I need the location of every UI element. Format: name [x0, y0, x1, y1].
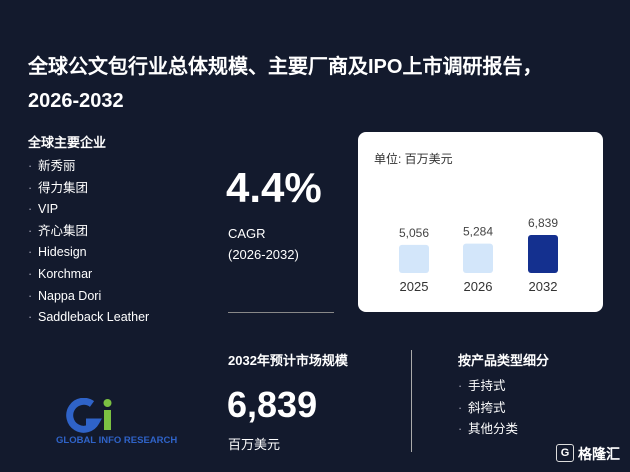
category-label: 2025: [400, 279, 429, 294]
separator: [228, 312, 334, 313]
logo-text: GLOBAL INFO RESEARCH: [56, 435, 178, 446]
list-item: Korchmar: [28, 264, 149, 286]
category-label: 2026: [464, 279, 493, 294]
watermark-text: 格隆汇: [578, 446, 620, 462]
list-item: 斜挎式: [458, 398, 518, 420]
list-item: Saddleback Leather: [28, 307, 149, 329]
list-item: 新秀丽: [28, 156, 149, 178]
cagr-value: 4.4%: [226, 164, 322, 211]
list-item: 齐心集团: [28, 221, 149, 243]
segments-label: 按产品类型细分: [458, 353, 550, 368]
title: 全球公文包行业总体规模、主要厂商及IPO上市调研报告，2026-2032: [28, 56, 543, 112]
bar: [463, 243, 493, 273]
list-item: VIP: [28, 199, 149, 221]
chart-unit: 单位: 百万美元: [374, 152, 453, 166]
company-list: 新秀丽得力集团VIP齐心集团HidesignKorchmarNappa Dori…: [28, 156, 149, 329]
category-label: 2032: [529, 279, 558, 294]
companies-label: 全球主要企业: [28, 135, 107, 150]
watermark-icon: G: [556, 444, 574, 462]
cagr-label: CAGR: [228, 226, 266, 241]
value-label: 6,839: [528, 216, 558, 230]
chart-card: 单位: 百万美元 5,056 2025 5,284 2026 6,839 2032: [358, 132, 603, 312]
list-item: Nappa Dori: [28, 286, 149, 308]
segment-list: 手持式斜挎式其他分类: [458, 376, 518, 441]
market-label: 2032年预计市场规模: [228, 353, 348, 368]
chart: 5,056 2025 5,284 2026 6,839 2032: [399, 216, 558, 294]
market-unit: 百万美元: [228, 437, 281, 452]
value-label: 5,056: [399, 226, 429, 240]
list-item: 得力集团: [28, 178, 149, 200]
bar: [528, 235, 558, 273]
value-label: 5,284: [463, 225, 493, 239]
cagr-period: (2026-2032): [228, 247, 299, 262]
market-value: 6,839: [227, 384, 318, 425]
list-item: 手持式: [458, 376, 518, 398]
divider: [411, 350, 412, 452]
logo-icon: [66, 398, 112, 433]
list-item: 其他分类: [458, 419, 518, 441]
list-item: Hidesign: [28, 242, 149, 264]
bar: [399, 244, 429, 273]
